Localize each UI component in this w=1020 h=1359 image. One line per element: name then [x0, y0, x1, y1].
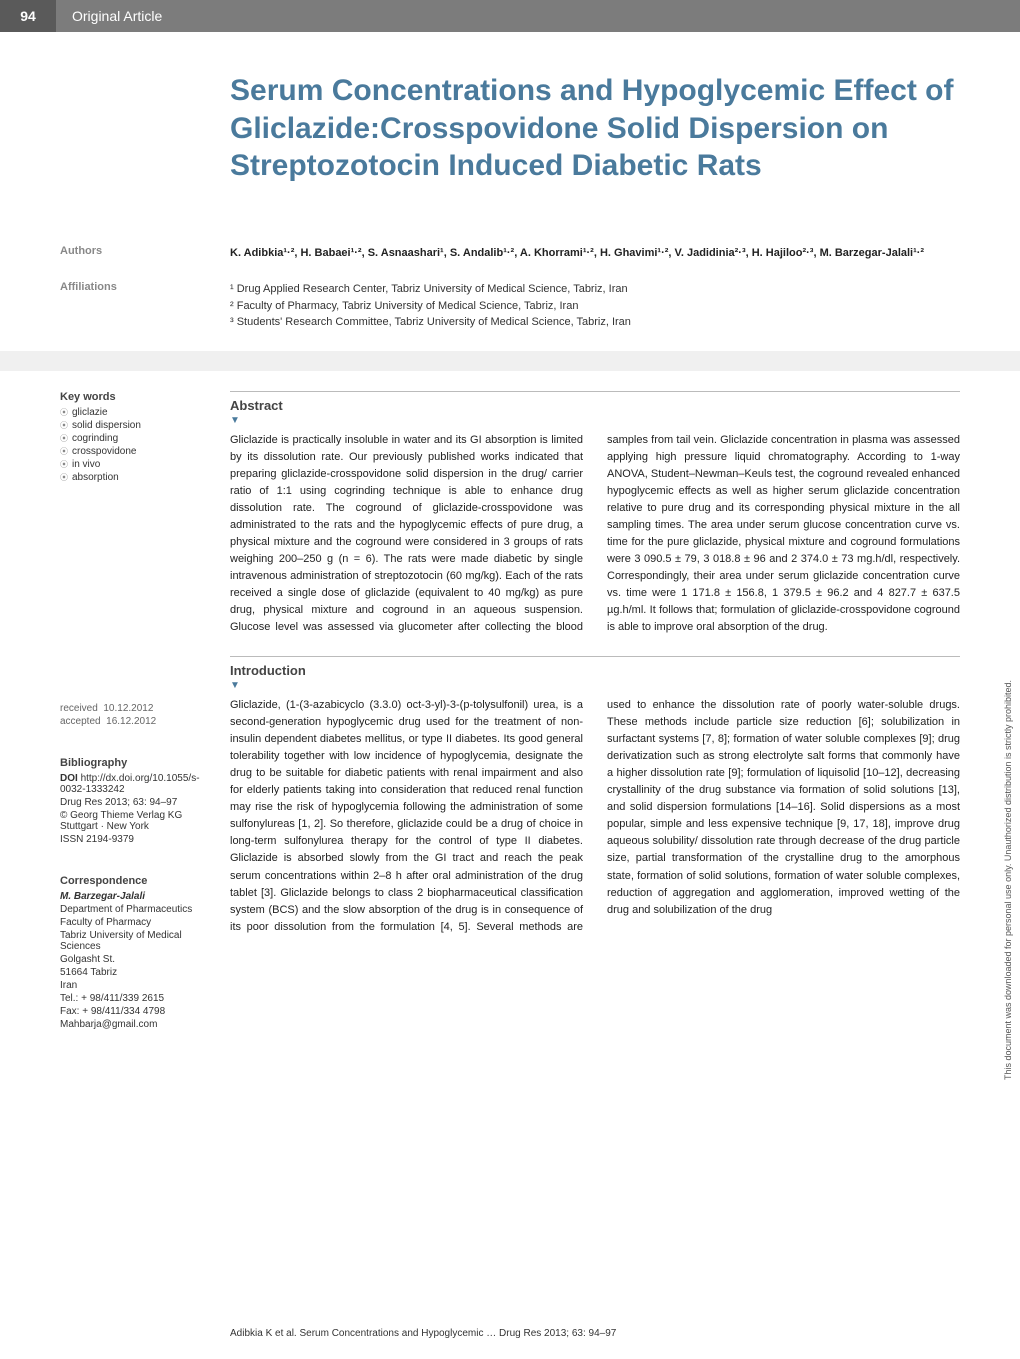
authors-list: K. Adibkia¹·², H. Babaei¹·², S. Asnaasha…	[230, 245, 960, 262]
correspondence-name: M. Barzegar-Jalali	[60, 891, 210, 902]
affiliation-item: ³ Students' Research Committee, Tabriz U…	[230, 314, 960, 331]
affiliation-item: ² Faculty of Pharmacy, Tabriz University…	[230, 298, 960, 315]
correspondence-heading: Correspondence	[60, 875, 210, 887]
journal-citation: Drug Res 2013; 63: 94–97	[60, 797, 210, 808]
main-text: Abstract ▼ Gliclazide is practically ins…	[230, 391, 960, 1060]
copyright-notice-vertical: This document was downloaded for persona…	[1003, 680, 1013, 1080]
correspondence-country: Iran	[60, 980, 210, 991]
accepted-date: 16.12.2012	[106, 716, 156, 727]
dates-block: received 10.12.2012 accepted 16.12.2012	[60, 703, 210, 727]
correspondence-street: Golgasht St.	[60, 954, 210, 965]
header-bar: 94 Original Article	[0, 0, 1020, 32]
abstract-section: Abstract ▼ Gliclazide is practically ins…	[230, 391, 960, 637]
correspondence-faculty: Faculty of Pharmacy	[60, 917, 210, 928]
keyword-item: crosspovidone	[60, 446, 210, 457]
abstract-heading: Abstract	[230, 398, 960, 413]
doi-link[interactable]: http://dx.doi.org/10.1055/s-0032-1333242	[60, 773, 200, 795]
doi-label: DOI	[60, 773, 78, 784]
authors-label: Authors	[60, 245, 230, 262]
keywords-block: Key words gliclazie solid dispersion cog…	[60, 391, 210, 483]
received-date: 10.12.2012	[103, 703, 153, 714]
affiliations-list: ¹ Drug Applied Research Center, Tabriz U…	[230, 281, 960, 331]
article-title: Serum Concentrations and Hypoglycemic Ef…	[230, 72, 960, 185]
introduction-text: Gliclazide, (1-(3-azabicyclo (3.3.0) oct…	[230, 697, 960, 936]
affiliation-item: ¹ Drug Applied Research Center, Tabriz U…	[230, 281, 960, 298]
publisher: © Georg Thieme Verlag KG Stuttgart · New…	[60, 810, 210, 832]
section-label: Original Article	[72, 8, 162, 24]
page-number: 94	[0, 0, 56, 32]
correspondence-dept: Department of Pharmaceutics	[60, 904, 210, 915]
accepted-label: accepted	[60, 716, 101, 727]
divider-band	[0, 351, 1020, 371]
sidebar: Key words gliclazie solid dispersion cog…	[60, 391, 210, 1060]
keyword-item: absorption	[60, 472, 210, 483]
correspondence-tel: Tel.: + 98/411/339 2615	[60, 993, 210, 1004]
footer-citation: Adibkia K et al. Serum Concentrations an…	[230, 1328, 616, 1339]
triangle-icon: ▼	[230, 680, 960, 691]
authors-block: Authors K. Adibkia¹·², H. Babaei¹·², S. …	[60, 245, 960, 262]
correspondence-fax: Fax: + 98/411/334 4798	[60, 1006, 210, 1017]
correspondence-block: Correspondence M. Barzegar-Jalali Depart…	[60, 875, 210, 1030]
keywords-heading: Key words	[60, 391, 210, 403]
correspondence-university: Tabriz University of Medical Sciences	[60, 930, 210, 952]
bibliography-block: Bibliography DOI http://dx.doi.org/10.10…	[60, 757, 210, 845]
keyword-item: solid dispersion	[60, 420, 210, 431]
keyword-item: in vivo	[60, 459, 210, 470]
triangle-icon: ▼	[230, 415, 960, 426]
bibliography-heading: Bibliography	[60, 757, 210, 769]
introduction-section: Introduction ▼ Gliclazide, (1-(3-azabicy…	[230, 656, 960, 936]
affiliations-block: Affiliations ¹ Drug Applied Research Cen…	[60, 281, 960, 331]
keyword-list: gliclazie solid dispersion cogrinding cr…	[60, 407, 210, 483]
received-label: received	[60, 703, 98, 714]
issn: ISSN 2194-9379	[60, 834, 210, 845]
keyword-item: gliclazie	[60, 407, 210, 418]
correspondence-city: 51664 Tabriz	[60, 967, 210, 978]
abstract-text: Gliclazide is practically insoluble in w…	[230, 432, 960, 637]
keyword-item: cogrinding	[60, 433, 210, 444]
affiliations-label: Affiliations	[60, 281, 230, 331]
introduction-heading: Introduction	[230, 663, 960, 678]
correspondence-email[interactable]: Mahbarja@gmail.com	[60, 1019, 157, 1030]
